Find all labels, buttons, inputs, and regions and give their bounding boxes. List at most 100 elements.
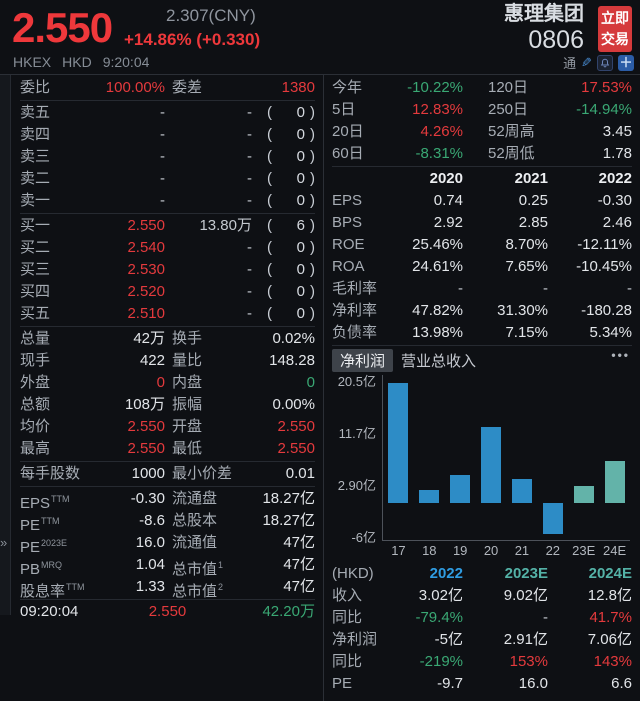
panel-expand-handle[interactable]: » xyxy=(0,75,11,615)
more-options-icon[interactable]: ••• xyxy=(611,348,630,362)
cell: 2.510 xyxy=(127,305,165,322)
x-tick-label: 20 xyxy=(483,543,499,558)
bar-slot xyxy=(568,375,599,541)
cell: - xyxy=(247,239,252,256)
bar-21 xyxy=(511,478,532,503)
performance-row: 5日 12.83% 250日 -14.94% xyxy=(332,99,632,121)
exchange-label: HKEX xyxy=(13,54,52,70)
forecast-row: 同比 -79.4% - 41.7% xyxy=(332,607,632,629)
quote-header: 2.550 2.307(CNY) +14.86% (+0.330) HKEX HK… xyxy=(0,0,640,75)
performance-section: 今年 -10.22% 120日 17.53% 5日 12.83% 250日 -14.94% 20… xyxy=(332,77,632,165)
valuation-stats: EPSTTM -0.30 流通盘 18.27亿 PETTM -8.6 总股本 18.27亿 PE… xyxy=(20,488,315,598)
bar-17 xyxy=(388,383,409,503)
stat-row: 现手 422 量比 148.28 xyxy=(20,350,315,372)
cell: 18.27亿 xyxy=(262,512,315,529)
cell: 买四 xyxy=(20,283,51,300)
cell: 2.550 xyxy=(127,217,165,234)
trade-now-button[interactable]: 立即交易 xyxy=(598,6,632,52)
cell: (0) xyxy=(267,126,315,143)
chart-tabs: 净利润 营业总收入 ••• xyxy=(332,347,632,373)
performance-row: 60日 -8.31% 52周低 1.78 xyxy=(332,143,632,165)
financial-row: ROE 25.46% 8.70% -12.11% xyxy=(332,234,632,256)
tick-price: 2.550 xyxy=(148,603,187,620)
cell: 13.80万 xyxy=(199,217,252,234)
x-tick-label: 22 xyxy=(545,543,561,558)
financials-table: EPS 0.74 0.25 -0.30 BPS 2.92 2.85 2.46 ROE 25.46%… xyxy=(332,190,632,344)
forecast-row: PE -9.7 16.0 6.6 xyxy=(332,673,632,695)
tab-total-revenue[interactable]: 营业总收入 xyxy=(401,352,477,370)
cell: 153% xyxy=(509,653,548,670)
cell: -9.7 xyxy=(437,675,463,692)
cell: 总股本 xyxy=(172,512,218,529)
forecast-table: 收入 3.02亿 9.02亿 12.8亿 同比 -79.4% - 41.7% 净利润 -5亿 2.9… xyxy=(332,585,632,695)
ask-row: 卖一 - -(0) xyxy=(20,190,315,212)
ask-row: 卖五 - -(0) xyxy=(20,102,315,124)
cell: 外盘 xyxy=(20,374,51,391)
add-watchlist-icon[interactable]: ＋ xyxy=(618,54,634,71)
cell: 同比 xyxy=(332,609,363,626)
price-change: +14.86% (+0.330) xyxy=(124,30,261,49)
divider xyxy=(20,100,315,101)
cell: 7.06亿 xyxy=(587,631,632,648)
stat-row: 均价 2.550 开盘 2.550 xyxy=(20,416,315,438)
cell: 2.46 xyxy=(602,214,632,231)
cell: 毛利率 xyxy=(332,280,378,297)
cell: 现手 xyxy=(20,352,51,369)
cell: 总市值2 xyxy=(172,582,224,598)
cell: 开盘 xyxy=(172,418,203,435)
cell: 5日 xyxy=(332,101,356,118)
cell: PBMRQ xyxy=(20,560,63,576)
cell: 2022 xyxy=(429,565,463,582)
market-info: HKEX HKD 9:20:04 xyxy=(13,54,160,70)
cell: 买一 xyxy=(20,217,51,234)
x-tick-label: 18 xyxy=(422,543,437,558)
financial-row: 净利率 47.82% 31.30% -180.28 xyxy=(332,300,632,322)
cell: -12.11% xyxy=(577,236,632,253)
cell: 143% xyxy=(593,653,632,670)
cell: 12.8亿 xyxy=(587,587,632,604)
ask-row: 卖三 - -(0) xyxy=(20,146,315,168)
performance-row: 20日 4.26% 52周高 3.45 xyxy=(332,121,632,143)
cell: 0 xyxy=(306,374,315,391)
cell: (0) xyxy=(267,239,315,256)
financial-row: BPS 2.92 2.85 2.46 xyxy=(332,212,632,234)
cell: - xyxy=(247,104,252,121)
chart-plot-area xyxy=(382,375,630,541)
cell: 净利润 xyxy=(332,631,378,648)
bar-23E xyxy=(573,485,594,503)
x-tick-label: 23E xyxy=(572,543,596,558)
cell: 1000 xyxy=(131,465,165,482)
cell: - xyxy=(247,148,252,165)
alert-bell-icon[interactable] xyxy=(597,54,613,71)
edit-icon[interactable]: ✎ xyxy=(581,54,592,70)
cell: 8.70% xyxy=(505,236,548,253)
cell: -10.45% xyxy=(576,258,632,275)
forecast-row: 收入 3.02亿 9.02亿 12.8亿 xyxy=(332,585,632,607)
cell: 0.25 xyxy=(518,192,548,209)
cell: 委差 xyxy=(172,79,203,96)
x-tick-label: 17 xyxy=(391,543,406,558)
x-tick-label: 24E xyxy=(602,543,627,558)
cell: PETTM xyxy=(20,516,60,532)
cell: 20日 xyxy=(332,123,364,140)
order-book-panel: » 委比 100.00% 委差 1380 卖五 - -(0) 卖四 - -(0) 卖三 - -(0) 卖… xyxy=(0,75,324,701)
cell: ROA xyxy=(332,258,365,275)
divider xyxy=(332,345,632,346)
divider xyxy=(20,326,315,327)
bar-20 xyxy=(481,427,502,503)
cell: 流通盘 xyxy=(172,490,218,507)
cell: PE xyxy=(332,675,353,692)
bar-19 xyxy=(450,474,471,503)
cell: EPS xyxy=(332,192,363,209)
lot-info: 每手股数 1000 最小价差 0.01 xyxy=(20,463,315,485)
bar-22 xyxy=(542,503,563,535)
bar-slot xyxy=(599,375,630,541)
cell: 7.65% xyxy=(505,258,548,275)
valuation-row: EPSTTM -0.30 流通盘 18.27亿 xyxy=(20,488,315,510)
cell: - xyxy=(627,280,632,297)
stat-row: 总量 42万 换手 0.02% xyxy=(20,328,315,350)
cell: 52周低 xyxy=(488,145,535,162)
cell: 0.01 xyxy=(285,465,315,482)
cell: - xyxy=(543,609,548,626)
tab-net-profit[interactable]: 净利润 xyxy=(332,348,394,372)
